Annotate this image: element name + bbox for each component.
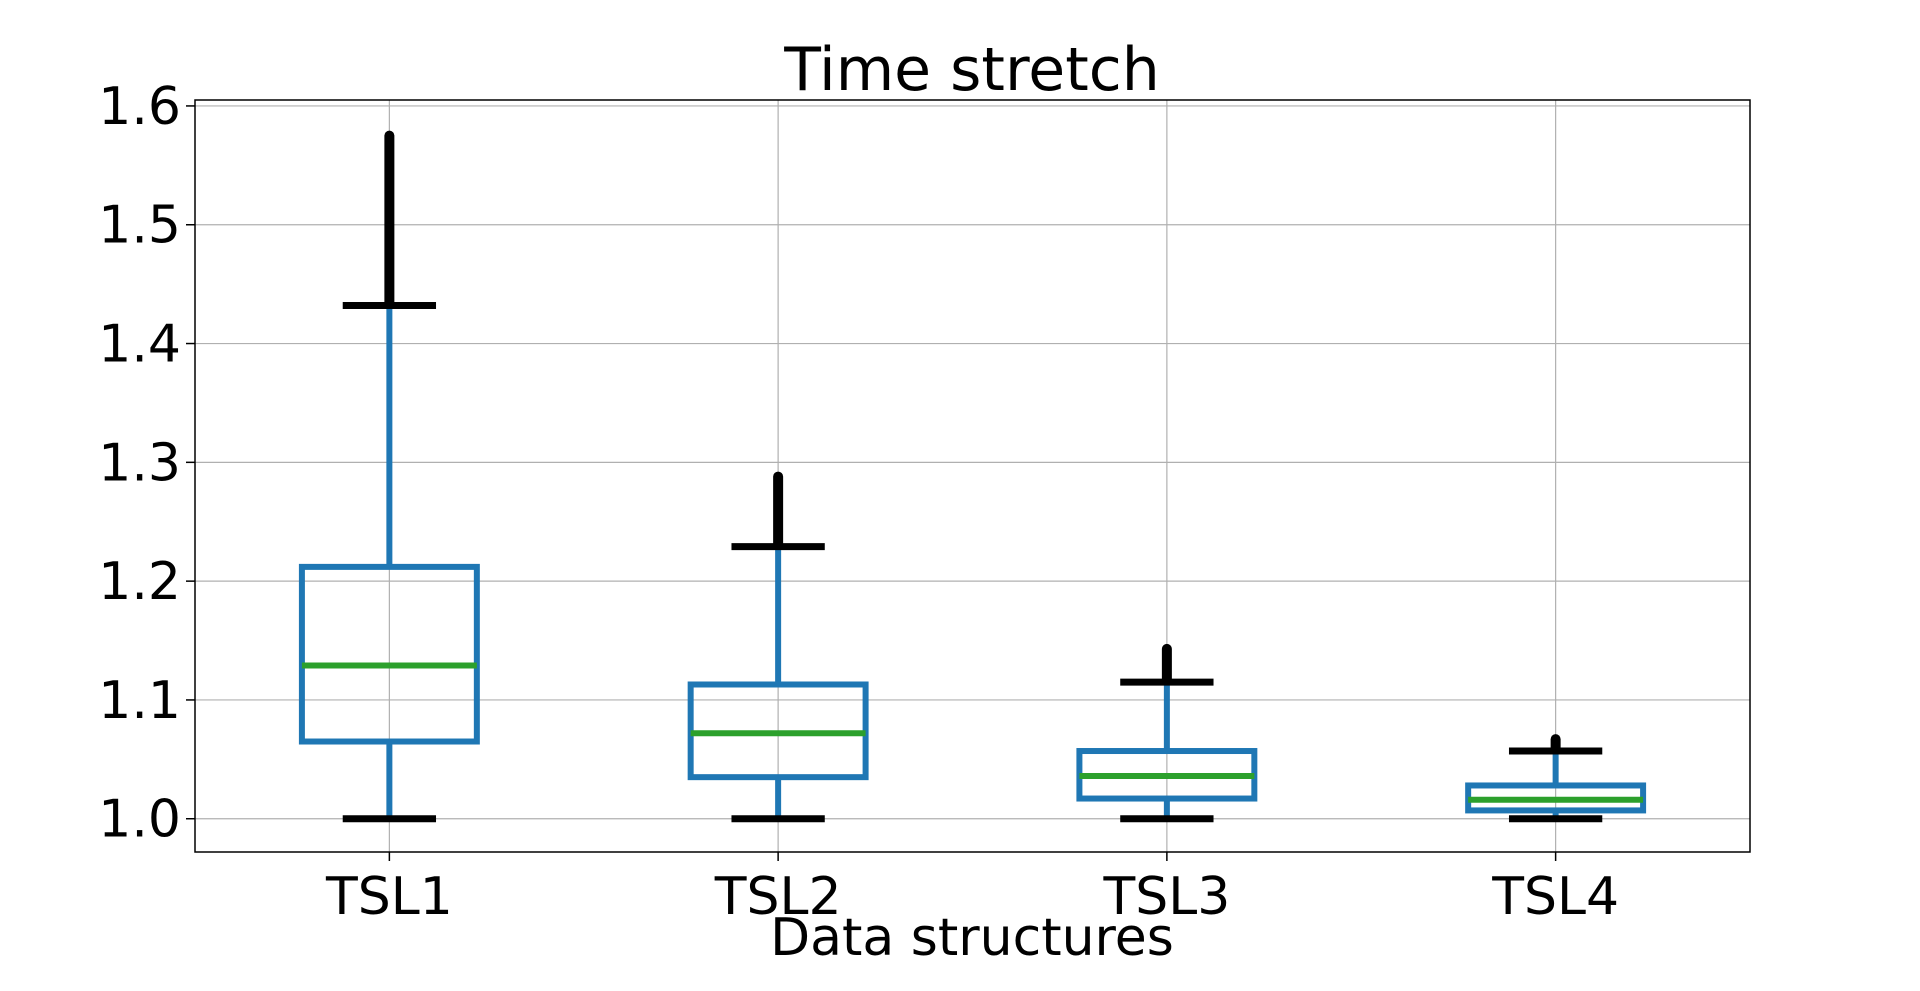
plot-frame: [194, 99, 1751, 853]
boxes: [298, 130, 1647, 823]
y-tick-label: 1.6: [98, 77, 181, 137]
y-tick-label: 1.5: [98, 196, 181, 256]
x-axis: TSL1 TSL2 TSL3 TSL4: [325, 852, 1619, 927]
box-tsl4: [1465, 734, 1647, 823]
y-tick-label: 1.3: [98, 433, 181, 493]
chart-title: Time stretch: [783, 35, 1160, 105]
y-axis: 1.0 1.1 1.2 1.3 1.4 1.5 1.6: [98, 77, 195, 850]
x-tick-label: TSL4: [1491, 867, 1619, 927]
y-tick-label: 1.1: [98, 671, 181, 731]
y-tick-label: 1.0: [98, 790, 181, 850]
x-axis-label: Data structures: [770, 908, 1174, 968]
y-tick-label: 1.2: [98, 552, 181, 612]
grid: [195, 100, 1750, 852]
x-tick-label: TSL2: [714, 867, 842, 927]
y-tick-label: 1.4: [98, 315, 181, 375]
box-tsl1: [298, 130, 480, 823]
box-tsl2: [687, 471, 869, 823]
box-tsl3: [1076, 643, 1258, 823]
x-tick-label: TSL3: [1102, 867, 1230, 927]
x-tick-label: TSL1: [325, 867, 453, 927]
box-body: [298, 563, 480, 745]
